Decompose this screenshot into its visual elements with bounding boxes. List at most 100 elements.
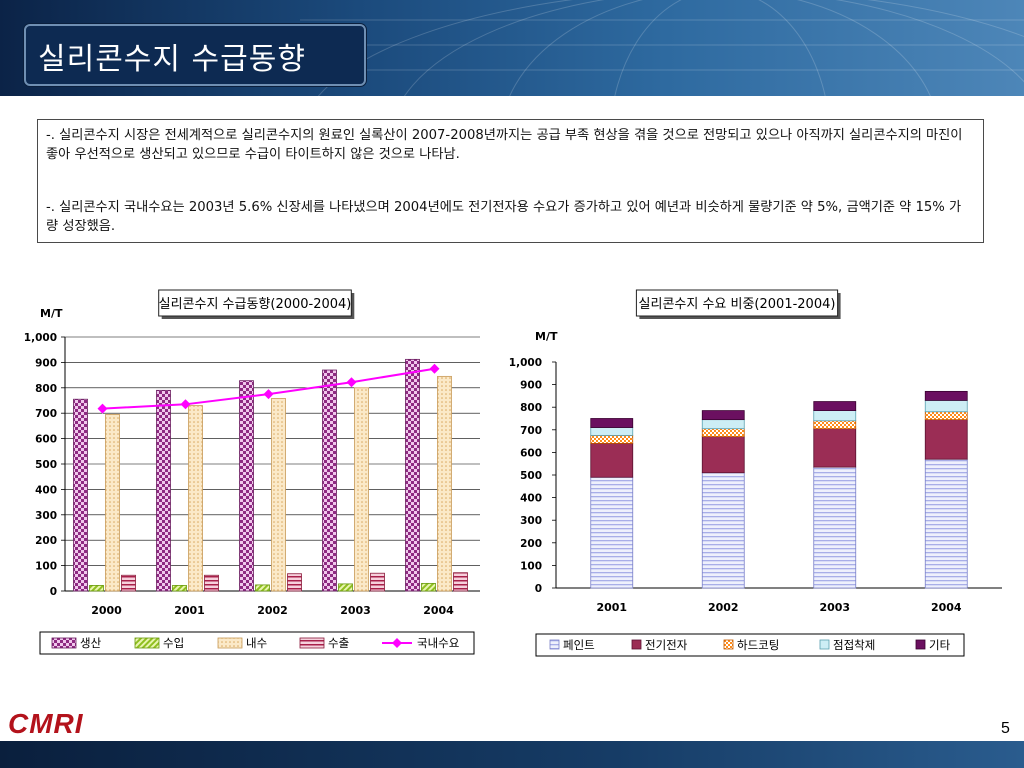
chart2-bar-하드코팅-2002 [701,428,745,437]
chart1-xtick-label: 2000 [91,604,122,617]
chart1-ytick-label: 800 [35,383,57,395]
chart1-bar-생산-2003 [322,369,337,592]
chart1-bar-수입-2002 [255,584,270,592]
chart1-ytick-label: 400 [35,484,57,496]
chart1-point-국내수요-2000 [97,403,108,414]
chart1-bar-내수-2003 [354,387,369,592]
description-paragraph-1: -. 실리콘수지 시장은 전세계적으로 실리콘수지의 원료인 실록산이 2007… [46,128,963,162]
chart2-legend-swatch [631,639,642,650]
chart1-bar-수출-2000 [121,574,136,592]
chart1-bar-내수-2001 [188,405,203,592]
description-paragraph-2: -. 실리콘수지 국내수요는 2003년 5.6% 신장세를 나타냈으며 200… [46,200,962,234]
chart1-point-국내수요-2002 [263,389,274,400]
chart1-ytick-label: 1,000 [24,332,57,344]
chart2-bar-하드코팅-2001 [590,435,634,444]
chart2-bar-페인트-2002 [701,472,745,589]
page-number: 5 [1001,720,1010,737]
chart2-ytick-label: 400 [520,493,542,505]
footer-bar [0,741,1024,768]
chart1-xtick-label: 2004 [423,604,454,617]
chart2-xtick-label: 2001 [596,601,627,614]
chart1-point-국내수요-2001 [180,399,191,410]
chart2-bar-전기전자-2002 [701,436,745,474]
chart2-bar-전기전자-2004 [924,419,968,460]
chart2-legend-label: 페인트 [563,638,595,652]
chart2-bar-점접착제-2003 [813,410,857,422]
chart1-bar-수입-2004 [421,582,436,592]
chart2-legend-swatch [723,639,734,650]
chart2-xtick-label: 2004 [931,601,962,614]
globe-background-icon [300,0,1024,96]
chart1-bar-내수-2004 [437,375,452,592]
chart2-legend-swatch [819,639,830,650]
chart2-legend-label: 하드코팅 [737,638,779,652]
chart2-legend-label: 점접착제 [833,638,875,652]
chart2-bar-점접착제-2004 [924,400,968,413]
chart1-title: 실리콘수지 수급동향(2000-2004) [159,297,352,312]
chart2-bar-페인트-2004 [924,458,968,589]
chart1-legend-label: 생산 [80,636,102,650]
chart2-ytick-label: 700 [520,425,542,437]
chart2-legend-swatch [915,639,926,650]
chart2-bar-전기전자-2001 [590,442,634,478]
chart2-bar-전기전자-2003 [813,428,857,468]
chart1-legend-label: 국내수요 [417,636,459,650]
chart1-bar-수출-2004 [453,572,468,592]
chart2-xtick-label: 2003 [819,601,850,614]
chart1-ytick-label: 900 [35,357,57,369]
chart2-ytick-label: 100 [520,560,542,572]
chart2-ytick-label: 300 [520,515,542,527]
chart1-bar-수입-2001 [172,585,187,592]
chart2-bar-기타-2003 [813,401,857,411]
description-box: -. 실리콘수지 시장은 전세계적으로 실리콘수지의 원료인 실록산이 2007… [37,119,984,243]
chart2-bar-기타-2001 [590,418,634,428]
chart2-bar-하드코팅-2003 [813,420,857,430]
supply-demand-chart-svg: 실리콘수지 수급동향(2000-2004) M/T 0 100 200 300 400 500… [24,289,480,655]
chart1-legend-label: 수입 [163,636,184,650]
chart2-bar-점접착제-2002 [701,419,745,430]
chart1-legend-label: 수출 [328,636,349,650]
chart1-legend-swatch [299,637,325,649]
page-title-box: 실리콘수지 수급동향 [24,24,366,86]
chart2-bar-점접착제-2001 [590,427,634,436]
chart1-bar-생산-2002 [239,380,254,592]
chart2-legend-label: 전기전자 [645,638,688,652]
chart2-ytick-label: 500 [520,470,542,482]
chart1-xtick-label: 2001 [174,604,205,617]
chart1-bar-내수-2002 [271,398,286,592]
chart1-legend-swatch [217,637,243,649]
page-title: 실리콘수지 수급동향 [38,42,306,77]
chart1-legend-label: 내수 [246,636,267,650]
chart2-ytick-label: 0 [535,583,542,595]
chart2-legend-swatch [549,639,560,650]
chart1-ytick-label: 700 [35,408,57,420]
chart2-ytick-label: 900 [520,380,542,392]
chart1-bar-내수-2000 [105,414,120,592]
chart1-ytick-label: 200 [35,535,57,547]
chart1-bar-수출-2001 [204,574,219,592]
chart2-xtick-label: 2002 [708,601,739,614]
chart2-title: 실리콘수지 수요 비중(2001-2004) [639,297,836,312]
chart1-bar-생산-2000 [73,398,88,592]
chart1-ylabel: M/T [40,307,63,320]
chart1-bar-수출-2003 [370,572,385,592]
chart1-ytick-label: 300 [35,510,57,522]
chart1-legend: 생산 수입 내수 수출 국내수요 [39,631,475,655]
demand-share-chart-svg: 실리콘수지 수요 비중(2001-2004) M/T 0 100 200 300 400 50… [509,289,1002,657]
chart2-bar-페인트-2001 [590,476,634,589]
chart2-ytick-label: 200 [520,538,542,550]
chart1-bar-수입-2003 [338,583,353,592]
chart2-bar-페인트-2003 [813,466,857,589]
chart1-ytick-label: 100 [35,561,57,573]
chart1-xtick-label: 2003 [340,604,371,617]
chart1-ytick-label: 500 [35,459,57,471]
chart2-legend-label: 기타 [929,638,951,652]
chart2-ytick-label: 1,000 [509,357,542,369]
chart1-bar-생산-2001 [156,389,171,592]
chart1-bar-수입-2000 [89,585,104,592]
supply-demand-chart: 실리콘수지 수급동향(2000-2004) M/T 0 100 200 300 400 500… [0,280,500,660]
chart2-legend: 페인트 전기전자 하드코팅 점접착제 기타 [535,633,965,657]
chart1-ytick-label: 600 [35,434,57,446]
header-banner: 실리콘수지 수급동향 [0,0,1024,96]
chart1-legend-swatch [134,637,160,649]
